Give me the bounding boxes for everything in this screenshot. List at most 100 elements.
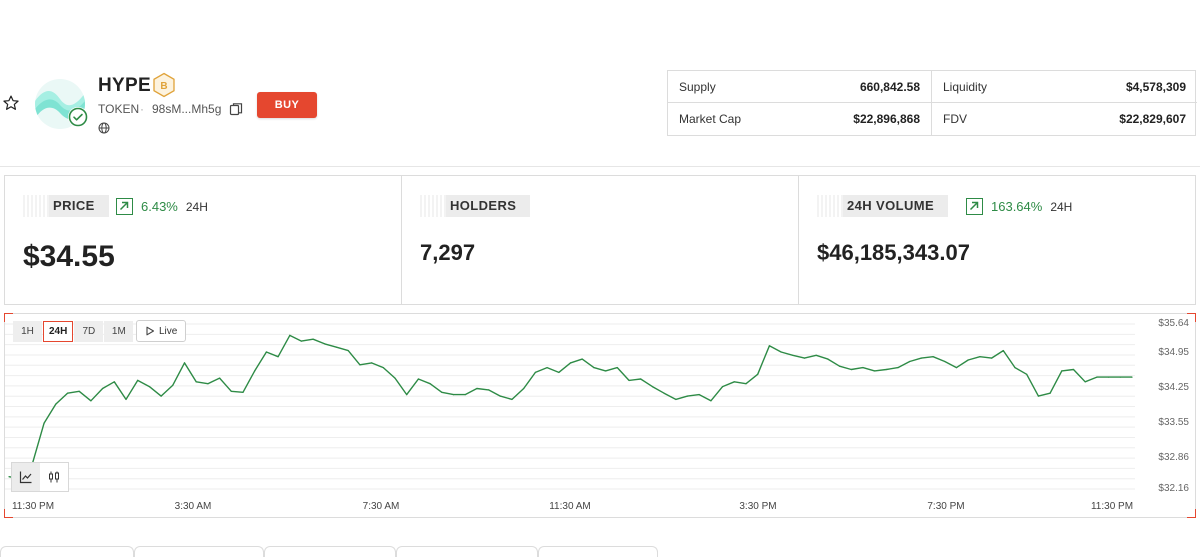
price-point <box>406 394 408 396</box>
price-point <box>312 338 314 340</box>
price-value: $34.55 <box>23 240 115 273</box>
price-point <box>944 360 946 363</box>
price-point <box>1026 373 1028 375</box>
section-divider <box>0 166 1200 167</box>
bottom-tab[interactable] <box>264 546 396 557</box>
bottom-tab[interactable] <box>0 546 134 557</box>
y-tick-label: $34.95 <box>1158 347 1189 358</box>
candlestick-chart-button[interactable] <box>40 463 68 491</box>
copy-icon[interactable] <box>229 102 243 116</box>
live-label: Live <box>159 325 178 337</box>
price-point <box>1037 395 1039 397</box>
volume-change-percent: 163.64% <box>991 199 1043 214</box>
price-point <box>745 383 747 385</box>
buy-button[interactable]: BUY <box>257 92 317 118</box>
price-card: PRICE 6.43% 24H $34.55 <box>5 176 402 304</box>
price-point <box>768 345 771 347</box>
price-point <box>254 370 256 372</box>
price-point <box>955 367 958 369</box>
token-logo <box>35 79 85 129</box>
range-1m-button[interactable]: 1M <box>104 321 134 342</box>
price-point <box>862 367 864 369</box>
metric-cards: PRICE 6.43% 24H $34.55 HOLDERS 7,297 24H… <box>4 175 1196 305</box>
market-cap-value: $22,896,868 <box>853 112 920 126</box>
price-point <box>815 354 817 356</box>
price-point <box>757 373 759 375</box>
x-tick-label: 3:30 AM <box>174 501 212 512</box>
price-point <box>265 351 267 353</box>
price-change: 6.43% 24H <box>116 198 208 215</box>
price-chart-canvas[interactable] <box>5 314 1195 517</box>
price-point <box>441 391 443 393</box>
volume-value: $46,185,343.07 <box>817 240 970 265</box>
play-icon <box>146 326 155 336</box>
price-point <box>335 346 338 348</box>
price-point <box>66 392 69 394</box>
y-tick-label: $34.25 <box>1158 382 1189 393</box>
range-24h-button[interactable]: 24H <box>43 321 74 342</box>
price-point <box>1108 376 1110 378</box>
price-point <box>347 350 349 352</box>
price-point <box>300 340 302 342</box>
price-point <box>780 351 782 353</box>
price-change-period: 24H <box>185 199 208 214</box>
price-point <box>698 394 700 396</box>
globe-icon[interactable] <box>98 122 110 134</box>
price-point <box>488 389 490 391</box>
price-point <box>839 365 841 367</box>
price-point <box>686 395 689 397</box>
price-point <box>792 354 794 356</box>
price-point <box>148 386 150 388</box>
chain-badge-icon: B <box>153 72 175 98</box>
holders-value: 7,297 <box>420 240 476 265</box>
fdv-label: FDV <box>943 112 967 126</box>
price-point <box>874 370 876 372</box>
chain-badge-letter: B <box>160 81 167 92</box>
line-chart-button[interactable] <box>12 463 40 491</box>
bottom-tab[interactable] <box>134 546 264 557</box>
price-point <box>885 368 887 371</box>
liquidity-cell: Liquidity $4,578,309 <box>932 71 1197 103</box>
bottom-tab[interactable] <box>396 546 538 557</box>
supply-label: Supply <box>679 79 716 94</box>
market-cap-cell: Market Cap $22,896,868 <box>668 103 932 135</box>
bottom-tab[interactable] <box>538 546 658 557</box>
price-point <box>581 358 583 360</box>
price-point <box>909 360 911 363</box>
range-1h-button[interactable]: 1H <box>13 321 42 342</box>
price-point <box>359 364 361 366</box>
y-tick-label: $35.64 <box>1158 318 1189 329</box>
holders-card: HOLDERS 7,297 <box>402 176 799 304</box>
price-point <box>651 386 654 388</box>
price-point <box>8 476 10 478</box>
volume-card: 24H VOLUME 163.64% 24H $46,185,343.07 <box>799 176 1195 304</box>
price-point <box>371 362 373 364</box>
favorite-star-icon[interactable] <box>2 94 20 112</box>
volume-change: 163.64% 24H <box>966 198 1072 215</box>
token-type: TOKEN <box>98 102 140 116</box>
price-point <box>1061 370 1063 372</box>
trend-up-icon <box>116 198 133 215</box>
supply-cell: Supply 660,842.58 <box>668 71 932 103</box>
price-point <box>137 379 139 381</box>
price-point <box>195 381 197 383</box>
price-chart[interactable]: 1H 24H 7D 1M Live $35.64 $34.95 $34.25 <box>4 313 1196 518</box>
price-point <box>628 379 630 381</box>
x-tick-label: 7:30 AM <box>362 501 400 512</box>
price-point <box>827 358 829 360</box>
price-point <box>102 387 104 390</box>
time-range-selector: 1H 24H 7D 1M <box>13 321 134 342</box>
price-point <box>55 403 57 405</box>
range-7d-button[interactable]: 7D <box>74 321 104 342</box>
price-change-percent: 6.43% <box>141 199 178 214</box>
price-point <box>230 390 232 392</box>
price-point <box>417 378 419 380</box>
price-point <box>289 334 291 336</box>
live-button[interactable]: Live <box>136 320 187 342</box>
token-address[interactable]: 98sM...Mh5g <box>152 102 222 116</box>
x-tick-label: 3:30 PM <box>739 501 777 512</box>
market-cap-label: Market Cap <box>679 112 742 126</box>
price-point <box>991 357 993 359</box>
price-point <box>593 367 595 369</box>
fdv-cell: FDV $22,829,607 <box>932 103 1197 135</box>
